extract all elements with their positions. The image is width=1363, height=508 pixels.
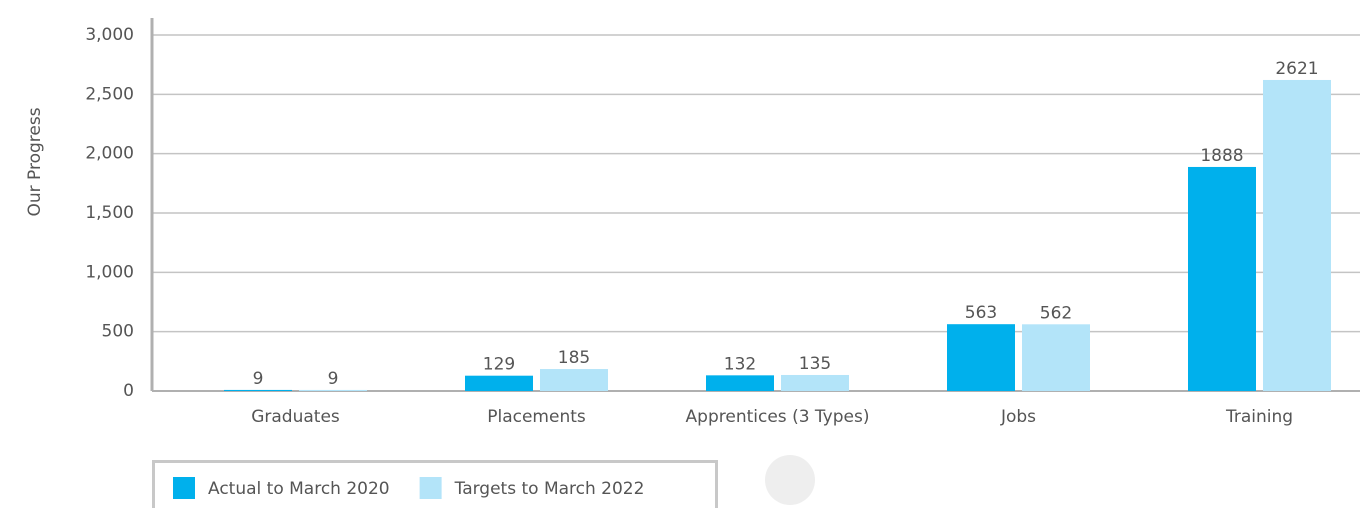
value-label: 129: [483, 355, 515, 375]
legend-swatch: [173, 477, 195, 499]
x-tick-label: Apprentices (3 Types): [686, 407, 870, 427]
value-label: 185: [558, 348, 590, 368]
y-tick-label: 500: [102, 322, 134, 342]
bar: [1022, 324, 1090, 391]
bar: [299, 389, 367, 391]
bar: [224, 389, 292, 391]
bar: [706, 375, 774, 391]
x-tick-label: Placements: [487, 407, 586, 427]
bar: [540, 369, 608, 391]
x-tick-label: Jobs: [1000, 407, 1036, 427]
y-tick-label: 3,000: [85, 25, 134, 45]
y-tick-label: 1,000: [85, 262, 134, 282]
x-tick-label: Graduates: [251, 407, 340, 427]
y-tick-label: 1,500: [85, 203, 134, 223]
decoration: [765, 455, 815, 505]
bar: [947, 324, 1015, 391]
legend-label: Actual to March 2020: [208, 479, 390, 499]
bar: [465, 375, 533, 391]
y-tick-label: 2,000: [85, 144, 134, 164]
value-label: 132: [724, 354, 756, 374]
value-label: 135: [799, 354, 831, 374]
value-label: 9: [253, 369, 264, 389]
legend-swatch: [419, 477, 442, 499]
value-label: 2621: [1275, 59, 1318, 79]
bar: [1188, 166, 1256, 391]
value-label: 563: [965, 303, 997, 323]
value-label: 9: [328, 369, 339, 389]
bar: [1263, 79, 1331, 391]
y-tick-label: 2,500: [85, 84, 134, 104]
x-tick-label: Training: [1225, 407, 1293, 427]
legend-label: Targets to March 2022: [454, 479, 645, 499]
y-tick-label: 0: [123, 381, 134, 401]
value-label: 562: [1040, 303, 1072, 323]
bar: [781, 374, 849, 391]
y-axis-label: Our Progress: [25, 107, 45, 216]
value-label: 1888: [1200, 146, 1243, 166]
